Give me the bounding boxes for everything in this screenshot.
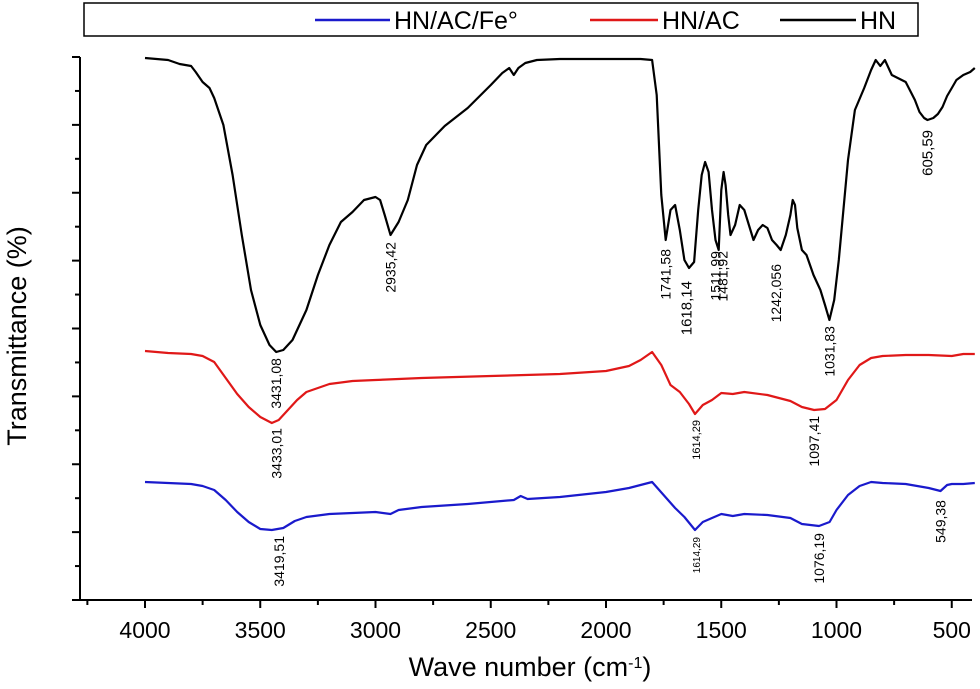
peak-label: 1614,29	[692, 537, 703, 574]
y-axis-title: Transmittance (%)	[2, 226, 32, 446]
peak-annotations: 3431,08 2935,42 1741,58 1618,14 1511,991481,…	[268, 130, 948, 587]
peak-label: 3419,51	[271, 536, 287, 587]
legend-label-2: HN	[860, 7, 896, 35]
peak-label: 1242,056	[768, 264, 784, 323]
x-tick-label: 1000	[811, 617, 862, 643]
peak-label: 1741,58	[658, 249, 674, 300]
peak-label: 605,59	[919, 130, 936, 176]
legend-box	[83, 2, 919, 37]
peak-label: 1511,99	[708, 251, 724, 301]
x-tick-label: 4000	[119, 617, 170, 643]
peak-label: 1618,14	[679, 281, 696, 335]
peak-label: 549,38	[933, 500, 949, 543]
legend: HN/AC/Fe° HN/AC HN	[83, 2, 919, 37]
series-line-2	[144, 56, 976, 354]
peak-label: 3431,08	[268, 358, 284, 409]
x-tick-label: 2500	[465, 617, 516, 643]
peak-label: 1614,29	[691, 420, 703, 460]
legend-label-0: HN/AC/Fe°	[394, 7, 518, 35]
peak-label: 1097,41	[806, 416, 822, 467]
peak-label: 1076,19	[811, 533, 827, 584]
x-tick-label: 2000	[580, 617, 631, 643]
series-layer	[144, 56, 976, 532]
plot-frame: 4000 3500 3000 2500 2000 1500 1000 500	[72, 56, 972, 643]
peak-label: 1031,83	[821, 326, 837, 377]
x-tick-label: 500	[933, 617, 971, 643]
peak-label: 1481,92	[714, 251, 730, 302]
x-tick-label: 1500	[696, 617, 747, 643]
peak-label: 2935,42	[383, 242, 399, 293]
legend-label-1: HN/AC	[662, 7, 740, 35]
x-axis-title: Wave number (cm-1)	[409, 652, 652, 682]
x-axis-title-superscript: -1	[628, 655, 642, 672]
peak-label: 3433,01	[268, 428, 284, 479]
x-tick-label: 3500	[235, 617, 286, 643]
series-line-1	[144, 349, 975, 425]
x-tick-label: 3000	[350, 617, 401, 643]
series-line-0	[144, 480, 975, 532]
